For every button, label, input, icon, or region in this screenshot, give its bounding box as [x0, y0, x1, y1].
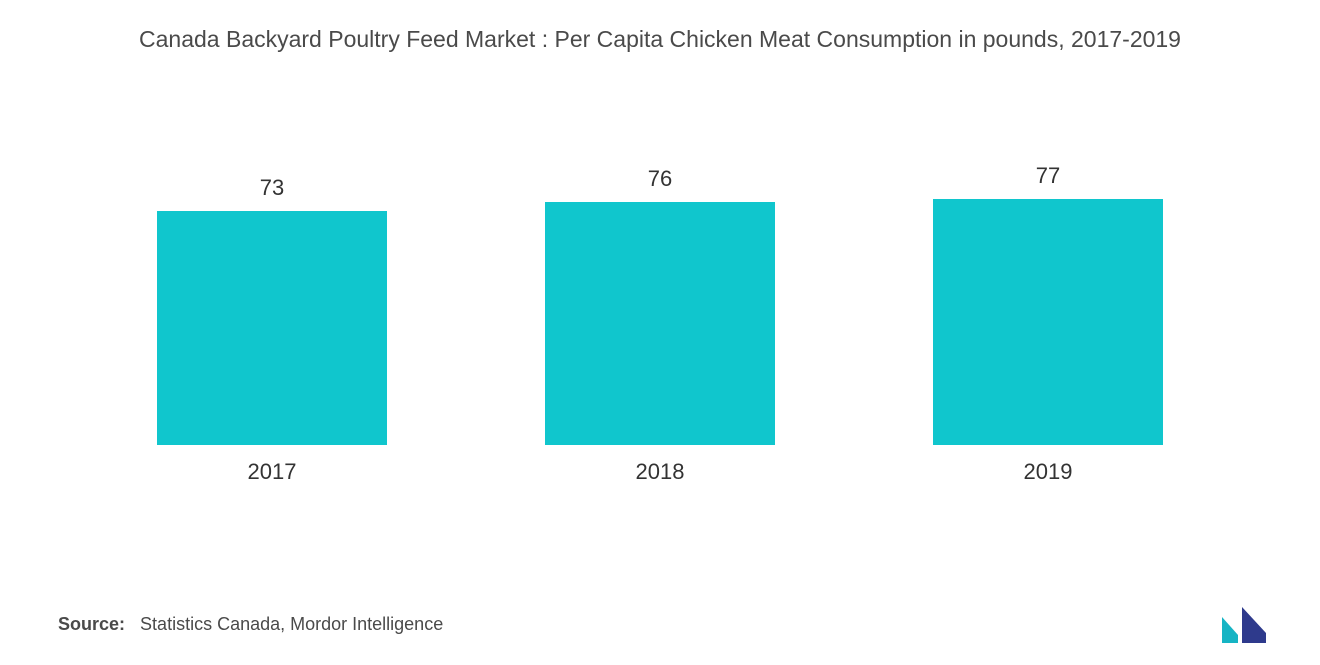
bar-value-label: 76: [648, 166, 672, 192]
bar: [157, 211, 387, 445]
bar-slot: 77 2019: [897, 163, 1200, 485]
chart-title: Canada Backyard Poultry Feed Market : Pe…: [130, 24, 1190, 55]
chart-card: Canada Backyard Poultry Feed Market : Pe…: [0, 0, 1320, 665]
bar: [933, 199, 1163, 445]
bar-value-label: 77: [1036, 163, 1060, 189]
source-line: Source: Statistics Canada, Mordor Intell…: [58, 614, 443, 635]
source-text: Statistics Canada, Mordor Intelligence: [140, 614, 443, 634]
mordor-logo-icon: [1218, 603, 1274, 643]
x-axis-label: 2017: [248, 459, 297, 485]
chart-plot-area: 73 2017 76 2018 77 2019: [48, 95, 1272, 485]
bar-slot: 73 2017: [121, 175, 424, 485]
source-label: Source:: [58, 614, 125, 634]
bar: [545, 202, 775, 445]
bar-slot: 76 2018: [509, 166, 812, 485]
bar-value-label: 73: [260, 175, 284, 201]
x-axis-label: 2018: [636, 459, 685, 485]
x-axis-label: 2019: [1024, 459, 1073, 485]
